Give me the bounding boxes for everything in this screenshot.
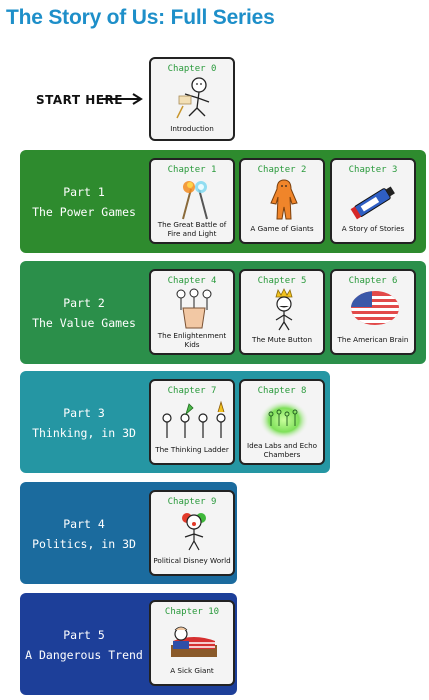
stick-figure-icon bbox=[176, 77, 210, 119]
part-name: The Power Games bbox=[32, 205, 136, 219]
chapter-0-card[interactable]: Chapter 0 Introduction bbox=[149, 57, 235, 141]
crowned-king-icon bbox=[275, 288, 293, 331]
part-number: Part 2 bbox=[63, 296, 105, 310]
chapter-9-card[interactable]: Chapter 9 Political Disney World bbox=[149, 490, 235, 576]
chapter-number: Chapter 8 bbox=[257, 386, 307, 396]
chapter-number: Chapter 7 bbox=[167, 386, 217, 396]
part-number: Part 5 bbox=[63, 628, 105, 642]
page-title: The Story of Us: Full Series bbox=[6, 6, 275, 29]
flag-brain-icon bbox=[351, 291, 399, 325]
sick-giant-icon bbox=[171, 626, 217, 657]
chapter-name: The American Brain bbox=[337, 335, 409, 344]
arrow-right-icon bbox=[102, 93, 143, 105]
part-number: Part 1 bbox=[63, 185, 105, 199]
chapter-name: A Game of Giants bbox=[250, 224, 314, 233]
part-name: Thinking, in 3D bbox=[32, 426, 136, 440]
chapter-8-card[interactable]: Chapter 8 Idea Labs and Echo Chambers bbox=[239, 379, 325, 465]
chapter-name: The Enlightenment Kids bbox=[157, 331, 227, 349]
chapter-10-card[interactable]: Chapter 10 A Sick Giant bbox=[149, 600, 235, 686]
chapter-name: Idea Labs and Echo Chambers bbox=[246, 441, 318, 459]
glue-tube-icon bbox=[350, 186, 395, 220]
chapter-name: The Thinking Ladder bbox=[155, 445, 229, 454]
chapter-name: Introduction bbox=[170, 124, 214, 133]
torch-battle-icon bbox=[182, 181, 208, 220]
part-name: Politics, in 3D bbox=[32, 537, 136, 551]
chapter-number: Chapter 10 bbox=[164, 607, 220, 617]
thinking-ladder-icon bbox=[162, 400, 226, 438]
chapter-5-card[interactable]: Chapter 5 The Mute Button bbox=[239, 269, 325, 355]
chapter-number: Chapter 0 bbox=[167, 64, 217, 74]
chapter-7-card[interactable]: Chapter 7 The Thinking Ladder bbox=[149, 379, 235, 465]
chapter-number: Chapter 4 bbox=[167, 276, 217, 286]
chapter-3-card[interactable]: Chapter 3 A Story of Stories bbox=[330, 158, 416, 244]
chapter-number: Chapter 9 bbox=[167, 497, 217, 507]
chapter-6-card[interactable]: Chapter 6 The American Brain bbox=[330, 269, 416, 355]
chapter-4-card[interactable]: Chapter 4 The Enlightenment Kids bbox=[149, 269, 235, 355]
clown-figure-icon bbox=[182, 513, 206, 551]
chapter-number: Chapter 3 bbox=[348, 165, 398, 175]
chapter-number: Chapter 1 bbox=[167, 165, 217, 175]
start-here-label: START HERE bbox=[36, 93, 123, 107]
chapter-number: Chapter 6 bbox=[348, 276, 398, 286]
chapter-name: A Story of Stories bbox=[341, 224, 405, 233]
chapter-name: Political Disney World bbox=[153, 556, 231, 565]
part-name: The Value Games bbox=[32, 316, 136, 330]
part-name: A Dangerous Trend bbox=[25, 648, 143, 662]
chapter-name: The Mute Button bbox=[251, 335, 312, 344]
chapter-1-card[interactable]: Chapter 1 The Great Battle of Fire and L… bbox=[149, 158, 235, 244]
giant-figure-icon bbox=[270, 179, 298, 220]
part-number: Part 4 bbox=[63, 517, 105, 531]
chapter-name: The Great Battle of Fire and Light bbox=[157, 220, 227, 238]
enlightenment-kids-icon bbox=[176, 288, 212, 329]
chapter-2-card[interactable]: Chapter 2 A Game of Giants bbox=[239, 158, 325, 244]
part-number: Part 3 bbox=[63, 406, 105, 420]
chapter-number: Chapter 5 bbox=[257, 276, 307, 286]
chapter-name: A Sick Giant bbox=[170, 666, 214, 675]
echo-chamber-icon bbox=[259, 400, 309, 440]
chapter-number: Chapter 2 bbox=[257, 165, 307, 175]
